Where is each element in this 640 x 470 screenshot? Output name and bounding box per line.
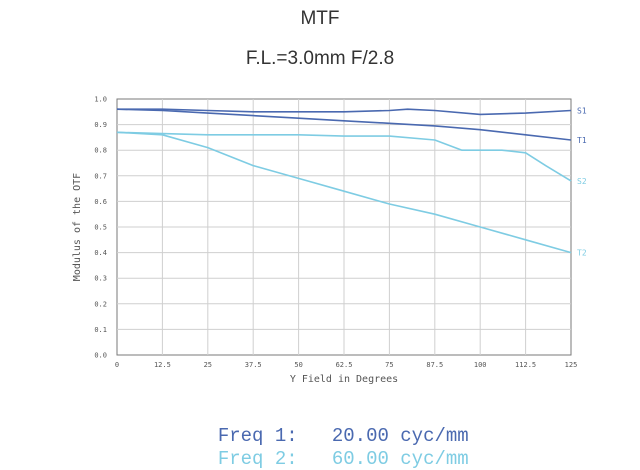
series-label-t2: T2 — [577, 249, 587, 258]
chart-subtitle: F.L.=3.0mm F/2.8 — [245, 48, 395, 69]
x-tick-label: 12.5 — [154, 361, 171, 369]
series-line-s2 — [116, 131, 572, 182]
legend-freq-2-label: Freq 2: — [217, 448, 298, 470]
x-tick-label: 0 — [115, 361, 119, 369]
y-axis-label: Modulus of the OTF — [72, 173, 83, 281]
y-tick-label: 0.3 — [94, 275, 107, 283]
x-axis-label: Y Field in Degrees — [290, 374, 398, 385]
x-tick-label: 62.5 — [336, 361, 353, 369]
mtf-chart: 0 12.5 25 37.5 50 62.5 75 87.5 100 112.5 125 0.0 0.1… — [72, 96, 587, 386]
series-label-s2: S2 — [577, 177, 587, 186]
series-label-t1: T1 — [577, 136, 587, 145]
y-tick-label: 0.1 — [94, 326, 107, 334]
y-tick-label: 0.6 — [94, 198, 107, 206]
chart-title: MTF — [300, 8, 340, 29]
legend-freq-1-value: 20.00 cyc/mm — [331, 425, 469, 447]
legend-freq-2-value: 60.00 cyc/mm — [331, 448, 469, 470]
series-line-t1 — [116, 108, 572, 141]
y-tick-label: 0.5 — [94, 224, 107, 232]
x-tick-label: 125 — [565, 361, 578, 369]
legend-freq-1: Freq 1: 20.00 cyc/mm — [195, 403, 469, 447]
y-tick-label: 0.0 — [94, 352, 107, 360]
x-tick-label: 87.5 — [426, 361, 443, 369]
y-tick-label: 0.2 — [94, 300, 107, 308]
x-tick-label: 50 — [294, 361, 302, 369]
x-tick-label: 25 — [204, 361, 212, 369]
x-tick-label: 37.5 — [245, 361, 262, 369]
y-tick-label: 0.9 — [94, 121, 107, 129]
series-label-s1: S1 — [577, 107, 587, 116]
legend-freq-1-label: Freq 1: — [217, 425, 298, 447]
legend-freq-2: Freq 2: 60.00 cyc/mm — [195, 426, 469, 470]
x-tick-label: 100 — [474, 361, 487, 369]
x-tick-label: 75 — [385, 361, 393, 369]
series-line-t2 — [116, 131, 572, 254]
x-tick-label: 112.5 — [515, 361, 536, 369]
y-tick-label: 0.8 — [94, 147, 107, 155]
series-line-s1 — [117, 108, 572, 116]
y-tick-label: 0.4 — [94, 249, 107, 257]
y-tick-label: 0.7 — [94, 172, 107, 180]
y-tick-label: 1.0 — [94, 96, 107, 104]
